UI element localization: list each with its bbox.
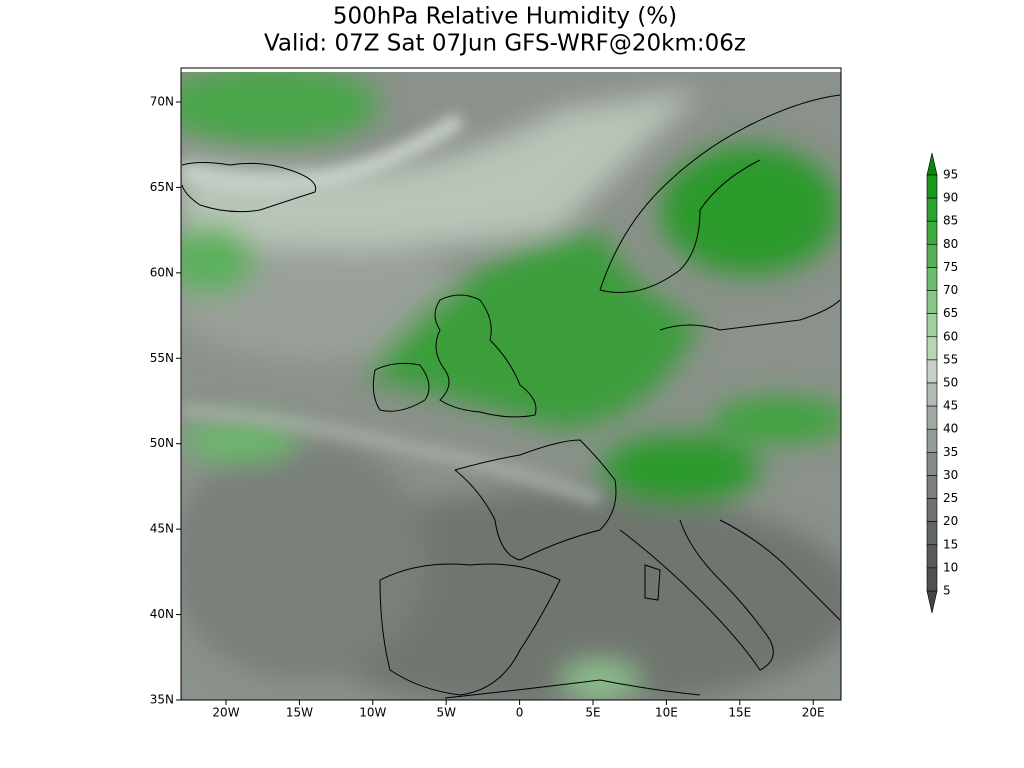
colorbar-label: 15 [943, 537, 958, 551]
lon-label: 5E [585, 706, 600, 720]
colorbar: 95 90 85 80 75 70 65 60 55 50 45 40 35 30 25 20 15 10 5 [926, 152, 958, 614]
colorbar-bottom-arrow [926, 590, 938, 614]
colorbar-box [926, 498, 938, 522]
lat-label: 60N [150, 265, 174, 279]
colorbar-top-arrow [926, 152, 938, 176]
colorbar-label: 90 [943, 191, 958, 205]
colorbar-label: 80 [943, 237, 958, 251]
colorbar-box [926, 475, 938, 499]
lon-label: 20E [802, 706, 825, 720]
lon-label: 15E [728, 706, 751, 720]
lon-label: 10W [359, 706, 386, 720]
lat-label: 50N [150, 436, 174, 450]
lat-label: 65N [150, 180, 174, 194]
colorbar-label: 30 [943, 468, 958, 482]
lon-label: 20W [212, 706, 239, 720]
colorbar-label: 70 [943, 283, 958, 297]
colorbar-box [926, 267, 938, 291]
colorbar-box [926, 220, 938, 245]
colorbar-label: 5 [943, 584, 951, 598]
colorbar-box [926, 428, 938, 453]
coastlines [181, 94, 841, 699]
subtitle: Valid: 07Z Sat 07Jun GFS-WRF@20km:06z [264, 31, 746, 57]
colorbar-box [926, 359, 938, 384]
colorbar-label: 10 [943, 560, 958, 574]
colorbar-box [926, 544, 938, 569]
colorbar-box [926, 567, 938, 592]
colorbar-box [926, 197, 938, 222]
lat-label: 45N [150, 522, 174, 536]
colorbar-label: 50 [943, 376, 958, 390]
colorbar-box [926, 521, 938, 546]
colorbar-label: 45 [943, 399, 958, 413]
colorbar-label: 20 [943, 514, 958, 528]
colorbar-box [926, 313, 938, 338]
colorbar-box [926, 290, 938, 314]
colorbar-box [926, 336, 938, 361]
colorbar-label: 65 [943, 306, 958, 320]
colorbar-box [926, 174, 938, 199]
colorbar-label: 25 [943, 491, 958, 505]
lon-label: 15W [286, 706, 313, 720]
humidity-field [181, 68, 841, 700]
lon-label: 5W [436, 706, 456, 720]
colorbar-box [926, 452, 938, 476]
colorbar-box [926, 382, 938, 407]
colorbar-label: 40 [943, 422, 958, 436]
colorbar-box [926, 244, 938, 268]
lat-label: 35N [150, 693, 174, 707]
lon-label: 10E [655, 706, 678, 720]
lat-label: 40N [150, 607, 174, 621]
colorbar-label: 55 [943, 352, 958, 366]
lon-label: 0 [516, 706, 524, 720]
lat-label: 55N [150, 351, 174, 365]
colorbar-label: 35 [943, 445, 958, 459]
lat-label: 70N [150, 94, 174, 108]
map-frame [180, 67, 842, 701]
colorbar-label: 85 [943, 214, 958, 228]
title: 500hPa Relative Humidity (%) [333, 4, 677, 30]
colorbar-label: 95 [943, 168, 958, 182]
colorbar-box [926, 405, 938, 430]
colorbar-label: 75 [943, 260, 958, 274]
colorbar-label: 60 [943, 329, 958, 343]
